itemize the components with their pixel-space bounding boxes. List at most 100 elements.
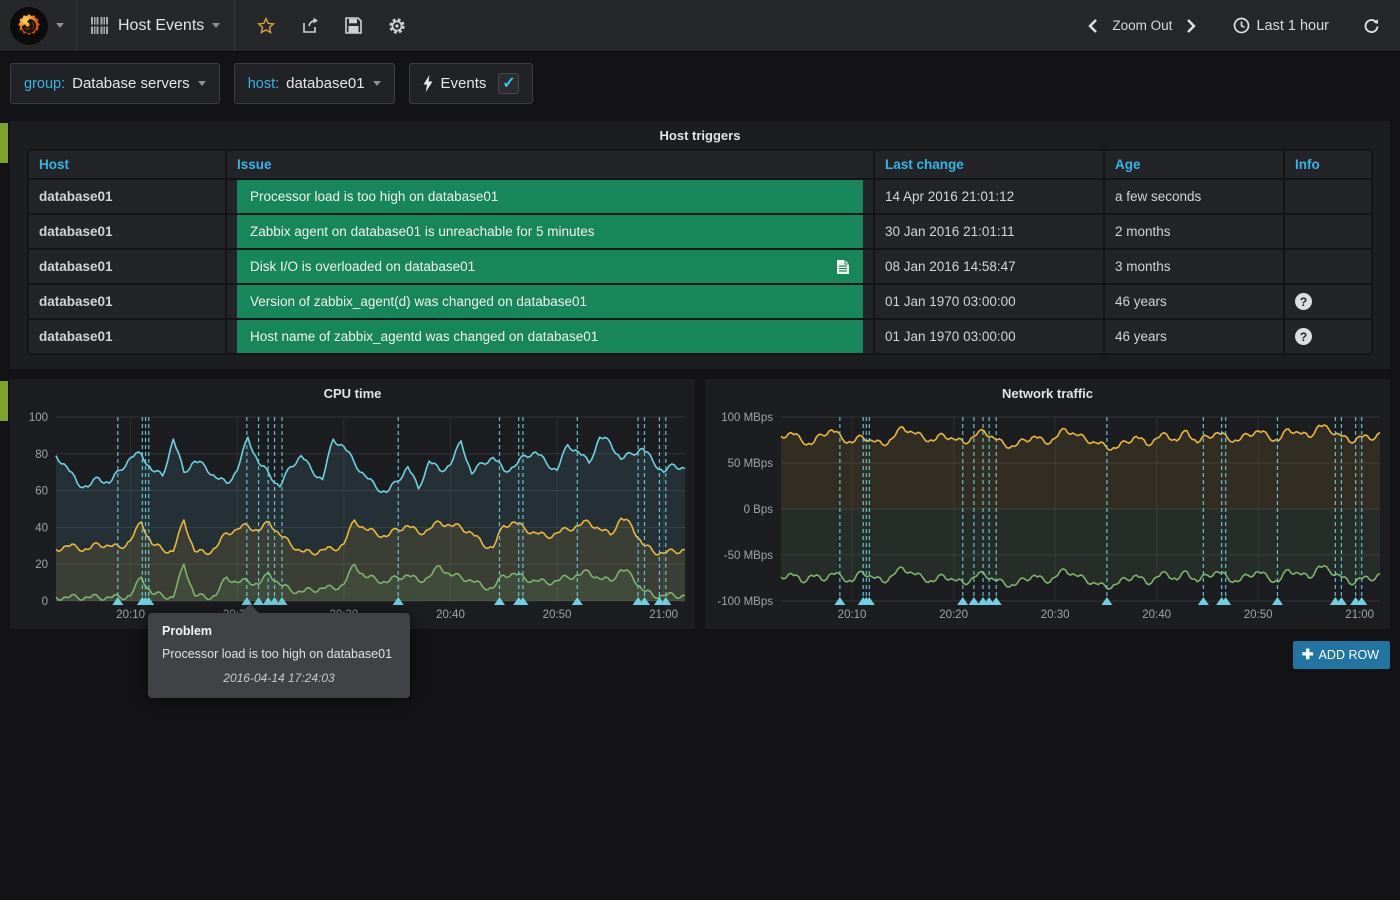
svg-text:-50 MBps: -50 MBps	[724, 550, 773, 562]
svg-text:20:50: 20:50	[543, 609, 572, 621]
svg-text:20:10: 20:10	[838, 609, 867, 621]
trigger-age: a few seconds	[1103, 178, 1285, 215]
host-label: host:	[247, 75, 280, 92]
trigger-last-change: 08 Jan 2016 14:58:47	[873, 248, 1105, 285]
svg-text:40: 40	[35, 522, 48, 534]
annotation-tooltip: Problem Processor load is too high on da…	[148, 604, 410, 698]
svg-text:21:00: 21:00	[649, 609, 678, 621]
lightning-bolt-icon	[423, 75, 433, 92]
trigger-age: 46 years	[1103, 318, 1285, 355]
trigger-issue[interactable]: Host name of zabbix_agentd was changed o…	[237, 320, 863, 353]
col-header-age[interactable]: Age	[1103, 149, 1285, 180]
trigger-host: database01	[27, 248, 227, 285]
svg-text:80: 80	[35, 449, 48, 461]
triggers-table: Host Issue Last change Age Info database…	[27, 149, 1373, 355]
trigger-last-change: 01 Jan 1970 03:00:00	[873, 318, 1105, 355]
panel-title-network-traffic[interactable]: Network traffic	[1001, 386, 1094, 401]
grafana-menu-button[interactable]	[0, 0, 77, 51]
col-header-last-change[interactable]: Last change	[873, 149, 1105, 180]
trigger-issue[interactable]: Disk I/O is overloaded on database01	[237, 250, 863, 283]
trigger-info	[1283, 213, 1373, 250]
col-header-info[interactable]: Info	[1283, 149, 1373, 180]
svg-text:20:30: 20:30	[1041, 609, 1070, 621]
col-header-issue[interactable]: Issue	[225, 149, 875, 180]
group-value: Database servers	[72, 75, 190, 92]
chevron-down-icon	[372, 81, 381, 86]
tooltip-title: Problem	[162, 624, 213, 638]
svg-text:20:40: 20:40	[436, 609, 465, 621]
settings-gear-icon[interactable]	[388, 17, 406, 35]
save-button[interactable]	[345, 17, 363, 34]
annotation-toggle-events[interactable]: Events ✓	[408, 63, 534, 104]
svg-text:0 Bps: 0 Bps	[744, 504, 774, 516]
trigger-row: database01 Host name of zabbix_agentd was…	[27, 318, 1373, 355]
network-traffic-chart[interactable]: 20:10 20:20 20:30 20:40 20:50 21:00 -100 MBps -…	[705, 407, 1390, 627]
document-icon	[837, 259, 849, 274]
svg-text:50 MBps: 50 MBps	[728, 458, 774, 470]
trigger-info: ?	[1283, 318, 1373, 355]
template-var-host[interactable]: host: database01	[233, 63, 395, 104]
triggers-table-body: database01 Processor load is too high on …	[27, 178, 1373, 355]
question-circle-icon[interactable]: ?	[1295, 328, 1312, 345]
svg-text:20:50: 20:50	[1244, 609, 1273, 621]
svg-text:20:40: 20:40	[1142, 609, 1171, 621]
svg-text:20:20: 20:20	[939, 609, 968, 621]
cpu-time-chart[interactable]: 20:1020:2020:3020:4020:5021:000204060801…	[10, 407, 695, 627]
network-traffic-panel: Network traffic 20:10 20:20 20:30 20:40 20:5…	[705, 379, 1390, 629]
trigger-issue[interactable]: Version of zabbix_agent(d) was changed o…	[237, 285, 863, 318]
trigger-age: 2 months	[1103, 213, 1285, 250]
chevron-down-icon	[197, 81, 206, 86]
trigger-host: database01	[27, 318, 227, 355]
trigger-issue[interactable]: Processor load is too high on database01	[237, 180, 863, 213]
trigger-row: database01 Disk I/O is overloaded on data…	[27, 248, 1373, 285]
row-edit-handle[interactable]	[0, 123, 8, 163]
time-shift-right-button[interactable]	[1186, 18, 1197, 34]
plus-icon: ✚	[1301, 646, 1314, 662]
trigger-age: 3 months	[1103, 248, 1285, 285]
star-favorite-button[interactable]	[257, 16, 276, 35]
tooltip-timestamp: 2016-04-14 17:24:03	[223, 671, 335, 685]
trigger-issue[interactable]: Zabbix agent on database01 is unreachabl…	[237, 215, 863, 248]
time-range-picker[interactable]: Last 1 hour	[1233, 17, 1329, 34]
dashboard-title: Host Events	[118, 16, 205, 34]
col-header-host[interactable]: Host	[27, 149, 227, 180]
zoom-out-button[interactable]: Zoom Out	[1112, 18, 1173, 33]
svg-text:100: 100	[29, 412, 48, 424]
add-row-button[interactable]: ✚ ADD ROW	[1292, 641, 1390, 669]
trigger-last-change: 01 Jan 1970 03:00:00	[873, 283, 1105, 320]
time-range-label: Last 1 hour	[1256, 17, 1329, 34]
chevron-down-icon	[56, 23, 64, 28]
svg-text:100 MBps: 100 MBps	[721, 412, 773, 424]
trigger-row: database01 Processor load is too high on …	[27, 178, 1373, 215]
trigger-row: database01 Version of zabbix_agent(d) was…	[27, 283, 1373, 320]
clock-icon	[1234, 17, 1250, 34]
trigger-host: database01	[27, 178, 227, 215]
share-button[interactable]	[301, 17, 319, 35]
events-label: Events	[440, 75, 487, 92]
trigger-age: 46 years	[1103, 283, 1285, 320]
trigger-host: database01	[27, 283, 227, 320]
template-var-group[interactable]: group: Database servers	[10, 63, 220, 104]
svg-text:20:10: 20:10	[116, 609, 145, 621]
triggers-header-row: Host Issue Last change Age Info	[27, 149, 1373, 180]
group-label: group:	[24, 75, 66, 92]
trigger-row: database01 Zabbix agent on database01 is …	[27, 213, 1373, 250]
dashboard-picker[interactable]: Host Events	[77, 0, 236, 51]
question-circle-icon[interactable]: ?	[1295, 293, 1312, 310]
svg-text:60: 60	[35, 486, 48, 498]
trigger-last-change: 30 Jan 2016 21:01:11	[873, 213, 1105, 250]
refresh-button[interactable]	[1363, 17, 1380, 34]
trigger-host: database01	[27, 213, 227, 250]
events-checkbox[interactable]: ✓	[498, 73, 520, 94]
row-edit-handle[interactable]	[0, 381, 8, 421]
time-shift-left-button[interactable]	[1087, 18, 1098, 34]
dashboard-submenu: group: Database servers host: database01…	[0, 52, 1400, 114]
svg-text:20: 20	[35, 559, 48, 571]
host-value: database01	[286, 75, 365, 92]
navbar: Host Events Zoom Out Last 1 hour	[0, 0, 1400, 52]
panel-title-host-triggers[interactable]: Host triggers	[659, 128, 741, 143]
chevron-down-icon	[212, 23, 221, 28]
host-triggers-panel: Host triggers Host Issue Last change Age…	[10, 121, 1390, 369]
panel-title-cpu-time[interactable]: CPU time	[323, 386, 382, 401]
svg-text:0: 0	[42, 596, 48, 608]
